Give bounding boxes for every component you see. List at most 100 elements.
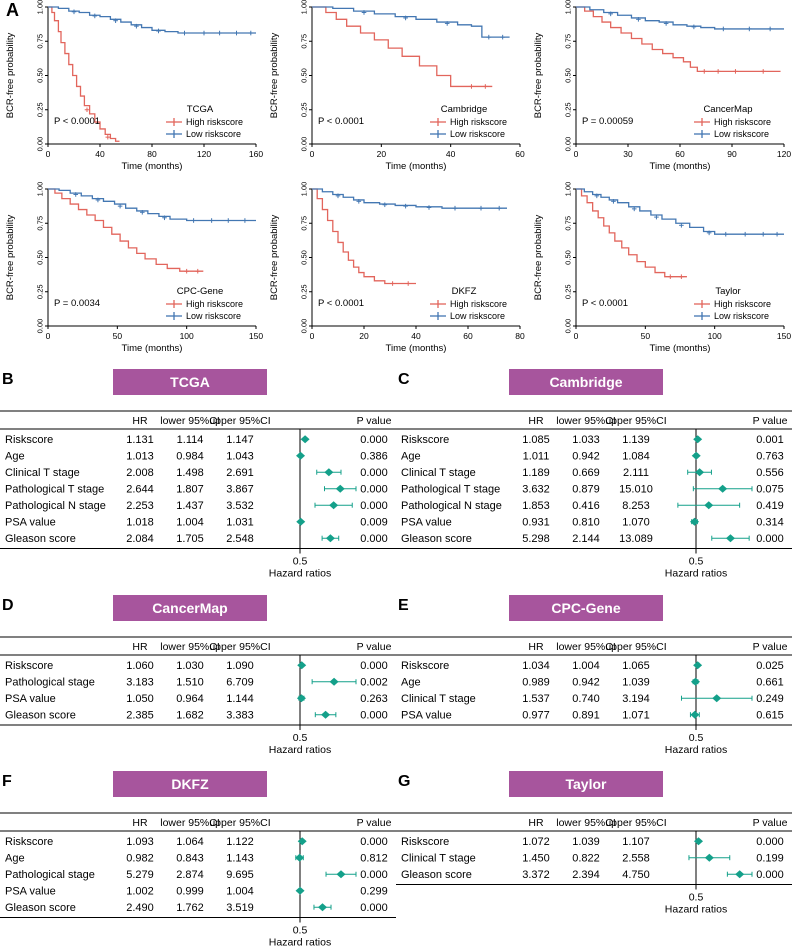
row-name: Pathological N stage [401, 500, 502, 512]
row-name: Gleason score [5, 710, 76, 722]
p-value: 0.002 [360, 677, 388, 689]
row-name: Clinical T stage [401, 693, 476, 705]
panel-title-bar [113, 595, 267, 621]
hr-value: 1.450 [522, 853, 550, 865]
panel-a-km-section: A 0.00 0.25 0.50 0.75 1.00 0 40 80 120 160 Time (m… [0, 0, 792, 364]
hr-diamond [296, 694, 306, 703]
hr-value: 2.490 [126, 902, 154, 914]
hr-diamond [690, 517, 700, 526]
y-tick-label: 0.50 [300, 250, 309, 265]
p-value-label: P < 0.0001 [318, 298, 364, 309]
km-plot-Cambridge: 0.00 0.25 0.50 0.75 1.00 0 20 40 60 Time (months)… [269, 0, 525, 172]
lower-ci-value: 0.843 [176, 853, 204, 865]
lower-ci-value: 1.033 [572, 434, 600, 446]
upper-ci-value: 1.065 [622, 660, 650, 672]
lower-ci-value: 1.807 [176, 484, 204, 496]
hr-value: 3.372 [522, 869, 550, 881]
x-tick-label: 0 [46, 331, 51, 341]
row-name: Gleason score [401, 869, 472, 881]
hr-value: 1.013 [126, 451, 154, 463]
km-curve [48, 6, 120, 142]
col-header: upper 95%CI [209, 817, 270, 829]
lower-ci-value: 2.394 [572, 869, 600, 881]
upper-ci-value: 1.004 [226, 886, 254, 898]
lower-ci-value: 0.416 [572, 500, 600, 512]
p-value: 0.000 [360, 500, 388, 512]
panel-title: TCGA [170, 374, 210, 390]
hr-diamond [690, 677, 700, 686]
col-header: lower 95%CI [556, 817, 616, 829]
upper-ci-value: 4.750 [622, 869, 650, 881]
km-curve [48, 188, 256, 222]
km-curve [312, 188, 416, 285]
lower-ci-value: 0.810 [572, 517, 600, 529]
upper-ci-value: 2.548 [226, 533, 254, 545]
km-plot-CancerMap: 0.00 0.25 0.50 0.75 1.00 0 30 60 90 120 Time (mont… [533, 0, 791, 172]
row-name: PSA value [5, 693, 56, 705]
hr-diamond [295, 853, 305, 862]
p-value: 0.075 [756, 484, 784, 496]
x-axis-title: Time (months) [122, 343, 183, 354]
lower-ci-value: 1.682 [176, 710, 204, 722]
panel-label-a: A [6, 0, 19, 20]
row-name: Pathological T stage [401, 484, 500, 496]
row-name: Clinical T stage [401, 467, 476, 479]
hr-value: 0.982 [126, 853, 154, 865]
x-tick-label: 150 [249, 331, 263, 341]
p-value: 0.314 [756, 517, 784, 529]
p-value: 0.000 [360, 836, 388, 848]
p-value: 0.000 [360, 484, 388, 496]
p-value: 0.000 [756, 533, 784, 545]
row-name: PSA value [401, 517, 452, 529]
panel-label-B: B [2, 371, 14, 388]
hr-diamond [297, 837, 307, 846]
y-tick-label: 1.00 [300, 182, 309, 196]
upper-ci-value: 13.089 [619, 533, 653, 545]
hr-value: 2.644 [126, 484, 154, 496]
y-axis-title: BCR-free probability [5, 214, 16, 300]
p-value-label: P < 0.0001 [582, 298, 628, 309]
col-header: P value [753, 817, 788, 829]
x-axis-title: Time (months) [386, 343, 447, 354]
col-header: P value [357, 641, 392, 653]
upper-ci-value: 2.558 [622, 853, 650, 865]
row-name: Gleason score [5, 533, 76, 545]
km-curve [48, 188, 204, 272]
x-tick-label: 120 [197, 149, 211, 159]
col-header: lower 95%CI [556, 641, 616, 653]
p-value-label: P = 0.0034 [54, 298, 100, 309]
y-tick-label: 1.00 [36, 0, 45, 14]
row-name: Riskscore [401, 836, 449, 848]
y-tick-label: 0.50 [300, 68, 309, 83]
axis-title: Hazard ratios [665, 744, 727, 756]
lower-ci-value: 0.879 [572, 484, 600, 496]
p-value-label: P = 0.00059 [582, 116, 633, 127]
p-value: 0.000 [360, 434, 388, 446]
panel-title: DKFZ [171, 776, 209, 792]
x-tick-label: 20 [359, 331, 369, 341]
upper-ci-value: 1.139 [622, 434, 650, 446]
upper-ci-value: 1.043 [226, 451, 254, 463]
col-header: P value [753, 641, 788, 653]
legend-label: Low riskscore [186, 129, 241, 139]
row-name: PSA value [401, 710, 452, 722]
p-value: 0.009 [360, 517, 388, 529]
axis-title: Hazard ratios [269, 937, 331, 949]
y-tick-label: 0.25 [36, 102, 45, 117]
col-header: P value [753, 415, 788, 427]
hr-value: 1.853 [522, 500, 550, 512]
lower-ci-value: 0.964 [176, 693, 204, 705]
panel-label-F: F [2, 773, 12, 790]
lower-ci-value: 0.942 [572, 451, 600, 463]
p-value: 0.000 [360, 533, 388, 545]
hr-value: 1.085 [522, 434, 550, 446]
col-header: lower 95%CI [556, 415, 616, 427]
km-curve [576, 188, 687, 278]
lower-ci-value: 1.004 [572, 660, 600, 672]
hr-value: 1.002 [126, 886, 154, 898]
axis-title: Hazard ratios [269, 568, 331, 580]
lower-ci-value: 0.984 [176, 451, 204, 463]
upper-ci-value: 2.111 [623, 467, 649, 479]
row-name: Riskscore [5, 660, 53, 672]
row-name: Age [5, 451, 25, 463]
